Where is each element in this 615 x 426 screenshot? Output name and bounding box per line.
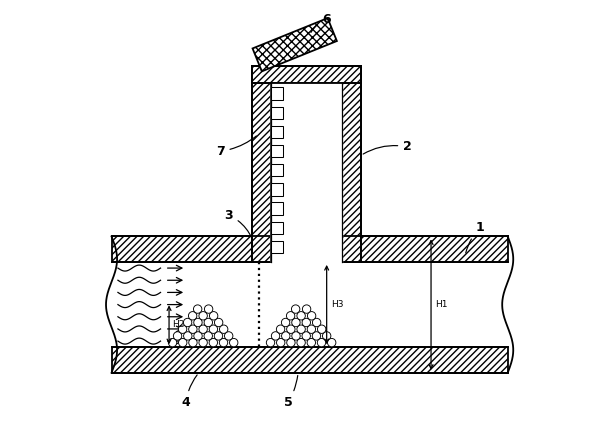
Polygon shape xyxy=(271,145,284,157)
Polygon shape xyxy=(271,87,284,100)
Circle shape xyxy=(287,338,295,347)
Circle shape xyxy=(215,318,223,327)
Circle shape xyxy=(194,332,202,340)
Circle shape xyxy=(209,338,218,347)
Circle shape xyxy=(287,325,295,334)
Circle shape xyxy=(204,332,212,340)
Circle shape xyxy=(210,311,218,320)
Circle shape xyxy=(199,311,207,320)
Circle shape xyxy=(199,338,207,347)
Circle shape xyxy=(292,318,300,327)
Polygon shape xyxy=(111,347,508,373)
Circle shape xyxy=(302,332,311,340)
Text: H2: H2 xyxy=(172,320,185,329)
Circle shape xyxy=(204,305,213,313)
Circle shape xyxy=(194,305,202,313)
Circle shape xyxy=(271,332,280,340)
Circle shape xyxy=(282,318,290,327)
Circle shape xyxy=(209,325,218,334)
Circle shape xyxy=(317,325,326,334)
Text: 1: 1 xyxy=(466,222,485,253)
Text: 4: 4 xyxy=(181,375,197,409)
Circle shape xyxy=(189,325,197,334)
Circle shape xyxy=(287,311,295,320)
Circle shape xyxy=(189,338,197,347)
Circle shape xyxy=(266,338,275,347)
Polygon shape xyxy=(341,66,361,262)
Text: H1: H1 xyxy=(435,300,448,309)
Text: 2: 2 xyxy=(363,141,412,154)
Circle shape xyxy=(312,332,320,340)
Polygon shape xyxy=(271,126,284,138)
Circle shape xyxy=(277,338,285,347)
Circle shape xyxy=(312,318,321,327)
Text: 5: 5 xyxy=(284,375,298,409)
Circle shape xyxy=(194,318,202,327)
Polygon shape xyxy=(271,222,284,234)
Circle shape xyxy=(302,318,311,327)
Circle shape xyxy=(183,318,192,327)
Circle shape xyxy=(297,311,305,320)
Circle shape xyxy=(276,325,285,334)
Circle shape xyxy=(292,332,300,340)
Circle shape xyxy=(188,311,197,320)
Circle shape xyxy=(282,332,290,340)
Circle shape xyxy=(178,338,187,347)
Circle shape xyxy=(307,338,315,347)
Circle shape xyxy=(229,338,238,347)
Polygon shape xyxy=(271,83,341,262)
Circle shape xyxy=(303,305,311,313)
Polygon shape xyxy=(271,183,284,196)
Circle shape xyxy=(173,332,182,340)
Circle shape xyxy=(297,325,305,334)
Polygon shape xyxy=(111,236,508,262)
Circle shape xyxy=(297,338,305,347)
Polygon shape xyxy=(271,164,284,176)
Circle shape xyxy=(328,338,336,347)
Circle shape xyxy=(214,332,223,340)
Circle shape xyxy=(169,338,177,347)
Text: 3: 3 xyxy=(224,209,252,238)
Circle shape xyxy=(307,325,315,334)
Circle shape xyxy=(322,332,331,340)
Polygon shape xyxy=(252,66,271,262)
Circle shape xyxy=(292,305,300,313)
Circle shape xyxy=(317,338,326,347)
Polygon shape xyxy=(271,241,284,253)
Circle shape xyxy=(184,332,192,340)
Circle shape xyxy=(220,325,228,334)
Polygon shape xyxy=(271,106,284,119)
Circle shape xyxy=(204,318,213,327)
Circle shape xyxy=(178,325,187,334)
Circle shape xyxy=(220,338,228,347)
Polygon shape xyxy=(253,18,337,71)
Circle shape xyxy=(308,311,316,320)
Polygon shape xyxy=(252,66,361,83)
Text: 6: 6 xyxy=(311,13,331,32)
Polygon shape xyxy=(271,202,284,215)
Circle shape xyxy=(199,325,207,334)
Text: 7: 7 xyxy=(216,136,256,158)
Circle shape xyxy=(224,332,233,340)
Text: H3: H3 xyxy=(331,300,343,309)
